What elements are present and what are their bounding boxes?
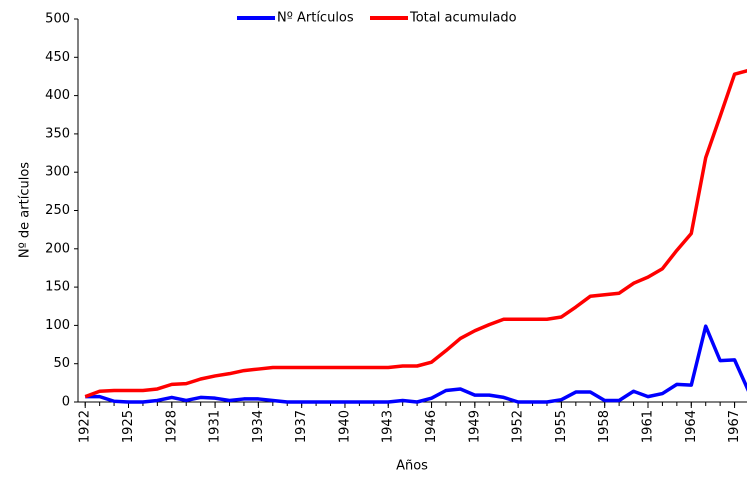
x-tick-label: 1922 (78, 410, 93, 443)
x-tick-label: 1943 (381, 410, 396, 443)
y-tick-label: 250 (45, 203, 70, 218)
series-line (85, 324, 747, 404)
y-tick-label: 500 (45, 12, 70, 27)
x-tick-label: 1967 (727, 410, 742, 443)
x-tick-label: 1961 (640, 410, 655, 443)
y-tick-label: 300 (45, 165, 70, 180)
y-tick-label: 400 (45, 88, 70, 103)
x-tick-label: 1937 (294, 410, 309, 443)
x-tick-label: 1958 (597, 410, 612, 443)
x-tick-label: 1925 (121, 410, 136, 443)
y-axis-label: Nº de artículos (18, 162, 33, 258)
x-tick-label: 1964 (684, 410, 699, 443)
y-tick-label: 350 (45, 126, 70, 141)
series-line (84, 69, 747, 399)
x-tick-label: 1955 (554, 410, 569, 443)
y-tick-label: 0 (62, 395, 70, 410)
x-tick-label: 1934 (251, 410, 266, 443)
y-tick-label: 50 (53, 356, 70, 371)
x-tick-label: 1946 (424, 410, 439, 443)
y-tick-label: 200 (45, 241, 70, 256)
x-axis-label: Años (396, 459, 428, 474)
legend-label: Nº Artículos (277, 11, 354, 26)
y-tick-label: 100 (45, 318, 70, 333)
x-tick-label: 1931 (208, 410, 223, 443)
y-tick-label: 450 (45, 50, 70, 65)
legend-label: Total acumulado (409, 11, 517, 26)
x-tick-label: 1928 (164, 410, 179, 443)
y-tick-label: 150 (45, 280, 70, 295)
x-tick-label: 1940 (337, 410, 352, 443)
x-tick-label: 1952 (511, 410, 526, 443)
x-tick-label: 1949 (467, 410, 482, 443)
